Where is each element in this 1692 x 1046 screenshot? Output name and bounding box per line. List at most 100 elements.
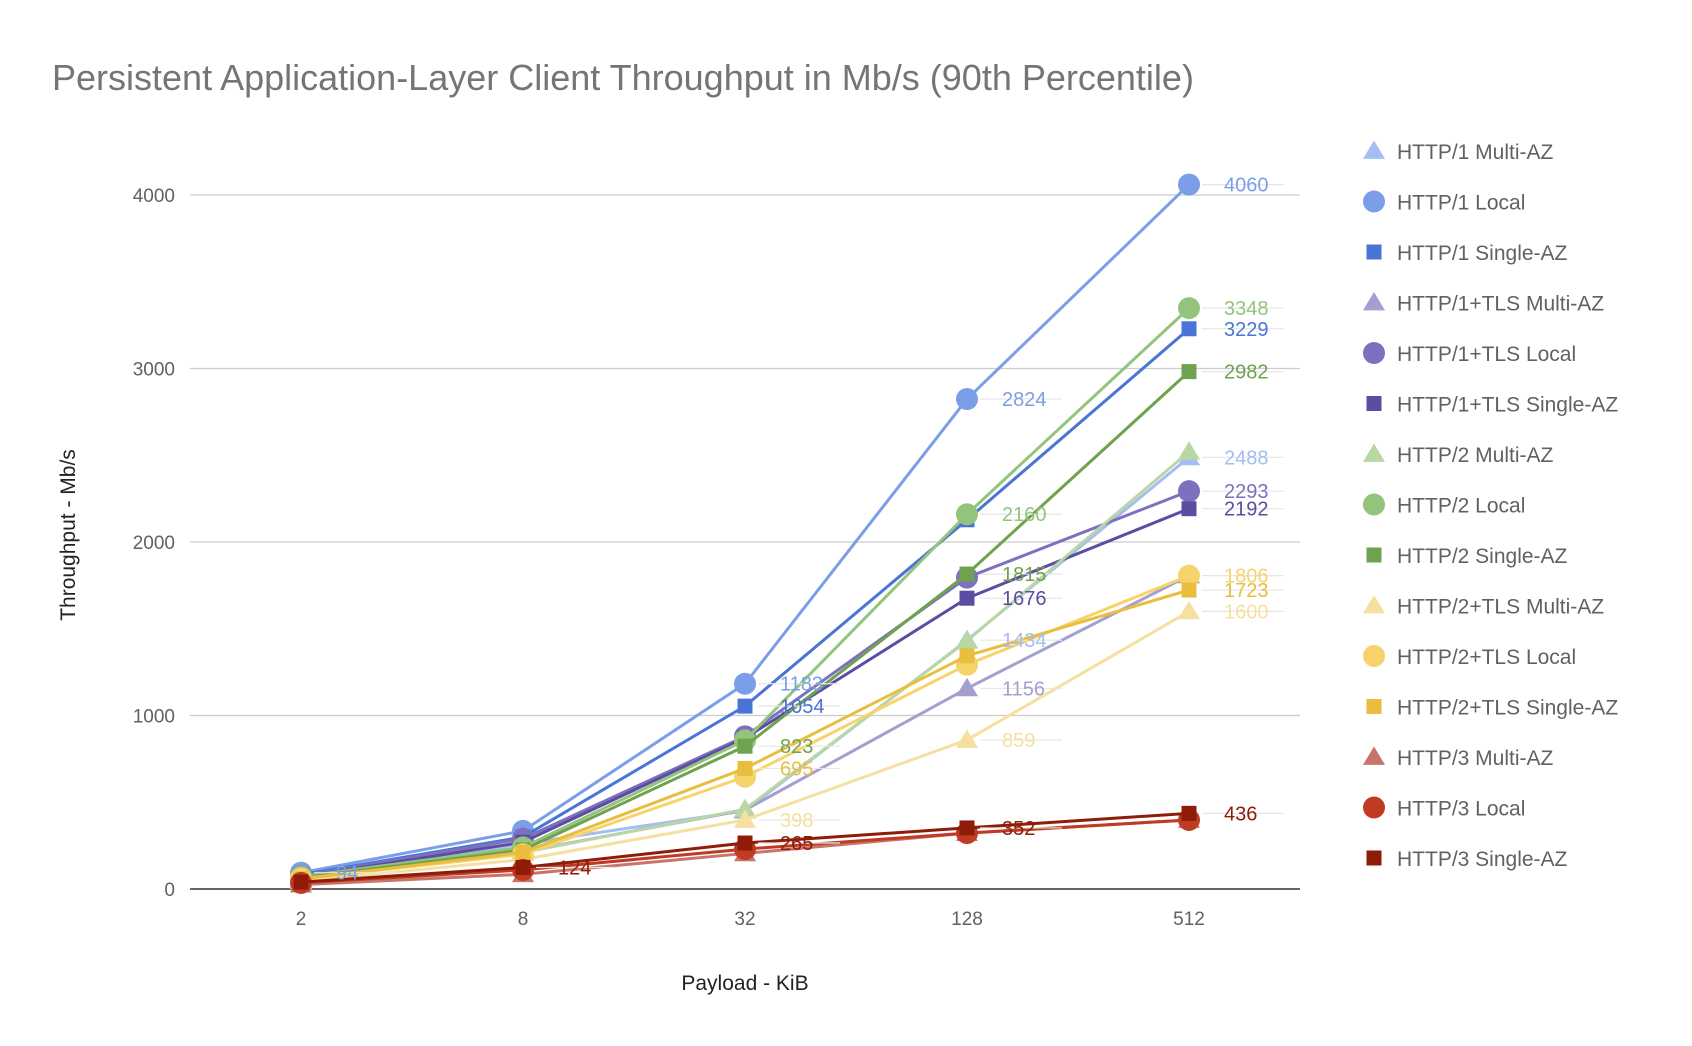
- legend-marker: [1366, 850, 1382, 866]
- legend-label: HTTP/1 Multi-AZ: [1397, 141, 1554, 164]
- data-label: 352: [1002, 818, 1035, 840]
- data-point: [293, 874, 309, 890]
- legend-marker: [1363, 796, 1385, 819]
- legend-marker: [1362, 595, 1386, 614]
- legend-item[interactable]: HTTP/1 Multi-AZ: [1362, 140, 1554, 165]
- data-label: 2488: [1224, 447, 1269, 469]
- data-point: [1178, 480, 1200, 503]
- data-label: 1156: [1002, 678, 1045, 700]
- legend-marker: [1362, 443, 1386, 462]
- data-point: [955, 729, 979, 748]
- data-label: 94: [336, 863, 358, 885]
- legend-item[interactable]: HTTP/2 Single-AZ: [1366, 545, 1568, 568]
- legend-item[interactable]: HTTP/3 Local: [1363, 796, 1525, 821]
- legend-item[interactable]: HTTP/1 Local: [1363, 190, 1525, 215]
- data-point: [737, 835, 753, 851]
- data-label: 2293: [1224, 481, 1269, 503]
- data-point: [955, 630, 979, 649]
- data-point: [733, 809, 757, 828]
- data-point: [737, 738, 753, 754]
- legend-label: HTTP/2 Multi-AZ: [1397, 444, 1554, 467]
- data-point: [737, 760, 753, 776]
- data-label: 265: [780, 833, 813, 855]
- legend-label: HTTP/1+TLS Multi-AZ: [1397, 293, 1604, 316]
- data-point: [959, 648, 975, 664]
- series-14: [293, 805, 1197, 890]
- y-tick-label: 4000: [133, 186, 175, 207]
- legend-item[interactable]: HTTP/2 Local: [1363, 493, 1525, 518]
- data-label: 1806: [1224, 566, 1269, 588]
- legend-label: HTTP/2+TLS Multi-AZ: [1397, 596, 1604, 619]
- data-label: 859: [1002, 730, 1035, 752]
- data-label: 124: [558, 857, 591, 879]
- legend-item[interactable]: HTTP/3 Multi-AZ: [1362, 746, 1554, 771]
- series-2: [293, 321, 1197, 883]
- legend-label: HTTP/1+TLS Single-AZ: [1397, 394, 1618, 417]
- legend-label: HTTP/2 Single-AZ: [1397, 545, 1568, 568]
- data-label: 3348: [1224, 298, 1269, 320]
- data-point: [515, 859, 531, 875]
- data-label: 436: [1224, 803, 1257, 825]
- y-tick-label: 0: [164, 880, 175, 901]
- series-line: [300, 327, 1190, 877]
- data-label: 2160: [1002, 504, 1047, 526]
- data-point: [1181, 501, 1197, 517]
- data-label: 1600: [1224, 601, 1269, 623]
- legend-item[interactable]: HTTP/3 Single-AZ: [1366, 848, 1568, 871]
- data-point: [959, 566, 975, 582]
- data-label: 2824: [1002, 389, 1047, 411]
- y-axis-title: Throughput - Mb/s: [57, 449, 80, 621]
- legend-item[interactable]: HTTP/1+TLS Single-AZ: [1366, 394, 1619, 417]
- legend-item[interactable]: HTTP/2+TLS Local: [1363, 645, 1576, 669]
- legend-marker: [1366, 396, 1382, 411]
- y-tick-label: 1000: [133, 707, 175, 728]
- data-label: 4060: [1224, 175, 1269, 197]
- legend-marker: [1366, 244, 1382, 260]
- legend-marker: [1366, 699, 1382, 714]
- legend-item[interactable]: HTTP/1+TLS Local: [1363, 342, 1576, 366]
- legend-item[interactable]: HTTP/2+TLS Multi-AZ: [1362, 595, 1604, 619]
- legend-label: HTTP/3 Local: [1397, 798, 1525, 821]
- axes: 0 1000 2000 3000 4000 2 8 32 128 512: [133, 186, 1300, 930]
- legend-marker: [1363, 493, 1385, 516]
- data-label: 695: [780, 758, 813, 780]
- legend-marker: [1363, 342, 1385, 364]
- x-tick-label: 8: [518, 909, 529, 930]
- legend-label: HTTP/1+TLS Local: [1397, 343, 1576, 366]
- legend-item[interactable]: HTTP/1 Single-AZ: [1366, 242, 1568, 265]
- legend-marker: [1362, 746, 1386, 765]
- legend: HTTP/1 Multi-AZ HTTP/1 Local HTTP/1 Single…: [1362, 140, 1619, 871]
- legend-label: HTTP/1 Local: [1397, 192, 1525, 215]
- data-label: 1676: [1002, 588, 1047, 610]
- chart-title: Persistent Application-Layer Client Thro…: [52, 57, 1194, 98]
- legend-marker: [1366, 547, 1382, 563]
- legend-marker: [1363, 645, 1385, 667]
- data-point: [515, 844, 531, 860]
- data-point: [1178, 564, 1200, 587]
- series-layer: [289, 173, 1201, 894]
- data-point: [1178, 173, 1200, 196]
- series-line: [300, 307, 1191, 878]
- data-label: 2982: [1224, 362, 1269, 384]
- legend-label: HTTP/1 Single-AZ: [1397, 242, 1568, 265]
- data-point: [956, 503, 978, 526]
- data-point: [956, 388, 978, 411]
- legend-label: HTTP/3 Single-AZ: [1397, 848, 1568, 871]
- data-point: [737, 698, 753, 714]
- data-label: 3229: [1224, 319, 1269, 341]
- data-point: [1177, 600, 1201, 620]
- data-labels: 94 1183 2824 4060 1054 3229 2160 3348 823 1815 298…: [314, 175, 1284, 885]
- x-tick-label: 512: [1173, 909, 1205, 930]
- legend-item[interactable]: HTTP/1+TLS Multi-AZ: [1362, 292, 1604, 316]
- data-point: [959, 820, 975, 836]
- data-point: [1177, 441, 1201, 460]
- legend-item[interactable]: HTTP/2+TLS Single-AZ: [1366, 697, 1619, 720]
- data-point: [734, 672, 756, 695]
- legend-label: HTTP/3 Multi-AZ: [1397, 747, 1554, 770]
- legend-item[interactable]: HTTP/2 Multi-AZ: [1362, 443, 1554, 468]
- legend-marker: [1363, 190, 1385, 213]
- x-tick-label: 2: [296, 909, 307, 930]
- data-label: 1434: [1002, 630, 1047, 652]
